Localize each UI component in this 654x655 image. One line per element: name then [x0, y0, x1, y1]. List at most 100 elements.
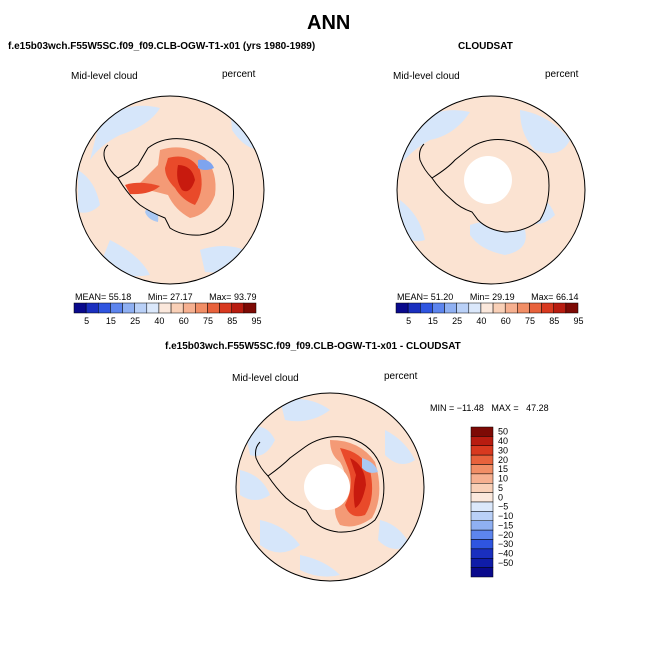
- panel2-peninsula: [419, 143, 433, 179]
- panel1-right-label: percent: [222, 69, 256, 80]
- panel2-max-label: Max=: [531, 292, 554, 302]
- panel3-colorbar-tick-label: −20: [498, 530, 513, 540]
- panel1-colorbar-swatch: [158, 302, 172, 314]
- panel2-colorbar: 5 15 25 40 60 75 85 95: [395, 302, 584, 326]
- panel3-blue-patch: [260, 520, 300, 553]
- panel1-colorbar-tick-label: 40: [154, 316, 164, 326]
- panel3-map-border: [235, 392, 425, 582]
- panel3-colorbar-swatch: [470, 473, 494, 484]
- panel2-min-value: 29.19: [492, 292, 515, 302]
- panel2-colorbar-swatch: [504, 302, 518, 314]
- panel1-colorbar-swatch: [98, 302, 111, 314]
- panel2-pole-hole: [464, 156, 512, 204]
- panel3-colorbar-tick-label: 10: [498, 474, 508, 484]
- panel3-colorbar-tick-label: 0: [498, 492, 503, 502]
- panel3-colorbar-tick-label: −50: [498, 558, 513, 568]
- panel2-mean-label: MEAN=: [397, 292, 429, 302]
- panel2-colorbar-tick-label: 40: [476, 316, 486, 326]
- panel1-colorbar-swatch: [73, 302, 87, 314]
- panel2-blue-patch: [520, 110, 570, 154]
- panel3-stats: MIN = −11.48 MAX = 47.28: [430, 403, 549, 413]
- panel1-min-label: Min=: [147, 292, 168, 302]
- panel2-colorbar-tick-label: 95: [573, 316, 583, 326]
- panel3-colorbar-swatch: [470, 511, 494, 521]
- panel3-colorbar-swatch: [470, 426, 494, 437]
- panel3-blue-patch: [240, 470, 270, 500]
- panel3-colorbar-swatch: [470, 492, 494, 503]
- panel2-left-label: Mid-level cloud: [393, 71, 460, 82]
- panel2-map-border: [396, 95, 586, 285]
- panel1-colorbar-swatch: [85, 302, 99, 314]
- panel1-colorbar-swatch: [182, 302, 196, 314]
- panel2-colorbar-swatch: [517, 302, 530, 314]
- panel3-colorbar-tick-label: 5: [498, 483, 503, 493]
- panel3-colorbar-swatch: [470, 454, 494, 465]
- panel3-colorbar-swatch: [470, 520, 494, 531]
- panel2-colorbar-swatch: [541, 302, 554, 314]
- panel3-colorbar-swatch: [470, 567, 494, 578]
- panel3-colorbar-tick-label: 15: [498, 464, 508, 474]
- panel1-blue-patch: [198, 159, 214, 170]
- panel1-colorbar: 5 15 25 40 60 75 85 95: [73, 302, 262, 326]
- panel1-peninsula: [103, 144, 119, 179]
- panel2-colorbar-swatch: [395, 302, 409, 314]
- page-title: ANN: [307, 12, 351, 34]
- panel1-colorbar-tick-label: 85: [227, 316, 237, 326]
- panel1-colorbar-swatch: [146, 302, 160, 314]
- panel2-colorbar-swatch: [468, 302, 482, 314]
- panel2-colorbar-swatch: [529, 302, 542, 314]
- panel3-colorbar-tick-label: −5: [498, 502, 508, 512]
- panel1-map-border: [75, 95, 265, 285]
- panel2-max-value: 66.14: [555, 292, 579, 302]
- panel3-colorbar-tick-label: 20: [498, 455, 508, 465]
- panel1-colorbar-tick-label: 5: [84, 316, 89, 326]
- panel2-colorbar-swatch: [432, 302, 445, 314]
- panel1-title: f.e15b03wch.F55W5SC.f09_f09.CLB-OGW-T1-x…: [8, 41, 316, 52]
- panel3-colorbar-tick-label: 40: [498, 436, 508, 446]
- panel1-colorbar-tick-label: 95: [251, 316, 261, 326]
- panel1-blue-patch: [200, 246, 255, 273]
- panel1-colorbar-tick-label: 60: [179, 316, 189, 326]
- panel2-mean-value: 51.20: [430, 292, 454, 302]
- panel2-map: [396, 95, 586, 285]
- panel1-colorbar-swatch: [219, 302, 232, 314]
- panel3-red-region: [350, 458, 366, 508]
- panel2-colorbar-swatch: [444, 302, 457, 314]
- panel3-colorbar-swatch: [470, 436, 494, 446]
- panel1-red-region: [177, 165, 195, 192]
- panel1-max-label: Max=: [209, 292, 232, 302]
- panel1-colorbar-tick-label: 75: [203, 316, 213, 326]
- panel3-colorbar-swatch: [470, 501, 494, 512]
- panel1-red-region: [125, 182, 160, 195]
- panel1-map: [75, 95, 265, 285]
- panel2-colorbar-tick-label: 60: [501, 316, 511, 326]
- panel2-colorbar-swatch: [407, 302, 421, 314]
- panel3-blue-patch: [378, 520, 410, 549]
- panel1-colorbar-swatch: [207, 302, 220, 314]
- panel1-max-value: 93.79: [233, 292, 257, 302]
- panel1-blue-patch: [78, 170, 100, 213]
- panel2-colorbar-swatch: [456, 302, 470, 314]
- panel1-left-label: Mid-level cloud: [71, 71, 138, 82]
- panel3-colorbar-swatch: [470, 529, 494, 540]
- panel1-min-value: 27.17: [170, 292, 193, 302]
- panel3-left-label: Mid-level cloud: [232, 373, 299, 384]
- panel2-title: CLOUDSAT: [458, 41, 513, 52]
- panel2-colorbar-tick-label: 75: [525, 316, 535, 326]
- panel3-colorbar-tick-label: 30: [498, 445, 508, 455]
- panel3-right-label: percent: [384, 371, 418, 382]
- panel1-colorbar-tick-label: 25: [130, 316, 140, 326]
- panel1-colorbar-swatch: [243, 302, 257, 314]
- panel3-blue-patch: [385, 430, 415, 464]
- panel3-map: [235, 392, 425, 582]
- panel1-colorbar-swatch: [170, 302, 184, 314]
- panel3-peninsula: [255, 441, 269, 477]
- panel2-colorbar-swatch: [420, 302, 433, 314]
- panel1-colorbar-tick-label: 15: [106, 316, 116, 326]
- panel2-colorbar-tick-label: 15: [428, 316, 438, 326]
- panel2-colorbar-tick-label: 25: [452, 316, 462, 326]
- panel3-blue-patch: [300, 555, 340, 577]
- panel2-min-label: Min=: [469, 292, 490, 302]
